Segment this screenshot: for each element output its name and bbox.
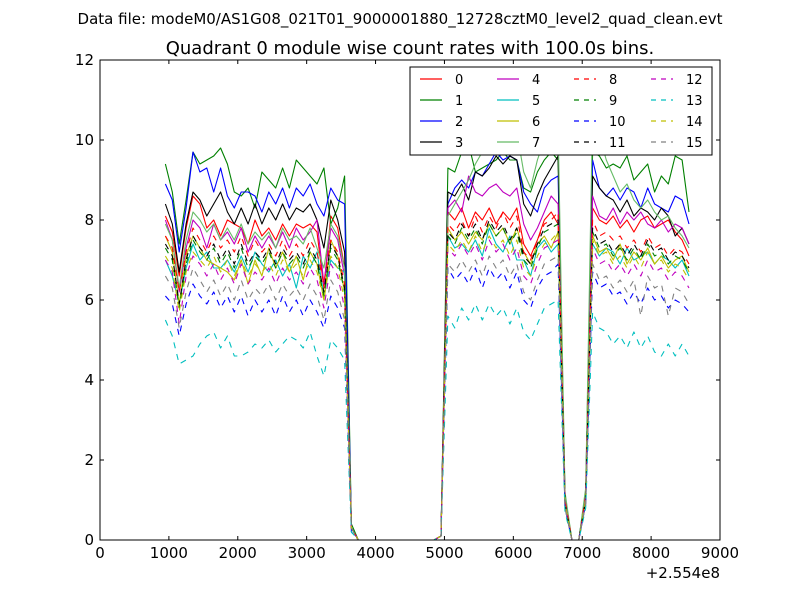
legend-label-0: 0 <box>455 73 463 88</box>
y-tick-label: 6 <box>84 291 94 309</box>
series-line-12 <box>164 239 690 540</box>
x-tick-label: 4000 <box>356 544 394 562</box>
series-line-0 <box>164 195 690 540</box>
series-line-3 <box>164 155 690 540</box>
x-tick-label: 0 <box>95 544 105 562</box>
legend-label-14: 14 <box>686 115 703 130</box>
legend-label-7: 7 <box>532 136 540 151</box>
legend-label-15: 15 <box>686 136 703 151</box>
legend-label-13: 13 <box>686 94 703 109</box>
chart-title: Quadrant 0 module wise count rates with … <box>166 38 655 59</box>
series-line-11 <box>164 219 690 540</box>
axes: 0 1000 2000 3000 4000 5000 6000 7000 8000 9000 0 2 4… <box>75 51 739 562</box>
legend-label-9: 9 <box>609 94 617 109</box>
y-tick-label: 10 <box>75 131 94 149</box>
series-line-15 <box>164 255 690 540</box>
legend-label-6: 6 <box>532 115 540 130</box>
legend-label-4: 4 <box>532 73 540 88</box>
series-line-13 <box>164 299 690 540</box>
legend-label-10: 10 <box>609 115 626 130</box>
series-line-5 <box>164 227 690 540</box>
legend-label-12: 12 <box>686 73 703 88</box>
legend-label-1: 1 <box>455 94 463 109</box>
y-tick-label: 0 <box>84 531 94 549</box>
y-tick-label: 2 <box>84 451 94 469</box>
x-tick-label: 9000 <box>701 544 739 562</box>
x-tick-label: 3000 <box>288 544 326 562</box>
series-line-8 <box>164 211 690 540</box>
x-tick-label: 8000 <box>632 544 670 562</box>
x-tick-label: 1000 <box>150 544 188 562</box>
x-tick-label: 6000 <box>494 544 532 562</box>
series-line-10 <box>164 263 690 540</box>
y-tick-label: 4 <box>84 371 94 389</box>
legend-label-8: 8 <box>609 73 617 88</box>
legend-box <box>409 66 713 156</box>
y-tick-label: 8 <box>84 211 94 229</box>
series-line-4 <box>164 175 690 540</box>
y-tick-label: 12 <box>75 51 94 69</box>
figure-suptitle: Data file: modeM0/AS1G08_021T01_90000018… <box>78 10 723 29</box>
x-tick-label: 2000 <box>219 544 257 562</box>
legend-label-3: 3 <box>455 136 463 151</box>
legend-label-5: 5 <box>532 94 540 109</box>
x-tick-label: 7000 <box>563 544 601 562</box>
plot-lines <box>164 111 690 540</box>
x-offset-label: +2.554e8 <box>646 564 720 582</box>
series-line-6 <box>164 223 690 540</box>
series-line-1 <box>164 143 690 540</box>
legend-label-2: 2 <box>455 115 463 130</box>
legend-label-11: 11 <box>609 136 626 151</box>
x-tick-label: 5000 <box>425 544 463 562</box>
